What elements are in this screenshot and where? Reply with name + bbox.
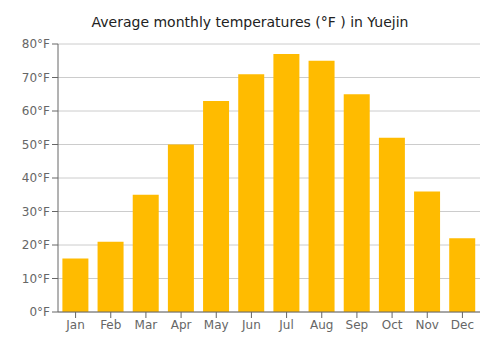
html-text:Average monthly temperatures (: Average monthly temperatures (°F ) in Yu… [91,14,409,30]
svg-text:0°F: 0°F [29,305,50,319]
svg-text:70°F: 70°F [22,71,50,85]
svg-text:10°F: 10°F [22,272,50,286]
svg-text:Jul: Jul [278,318,293,332]
svg-text:Oct: Oct [382,318,403,332]
svg-text:20°F: 20°F [22,238,50,252]
svg-text:Feb: Feb [100,318,121,332]
svg-text:Nov: Nov [416,318,439,332]
svg-text:80°F: 80°F [22,37,50,51]
svg-text:Jun: Jun [241,318,261,332]
svg-text:Dec: Dec [451,318,474,332]
svg-text:Jan: Jan [65,318,85,332]
svg-text:50°F: 50°F [22,138,50,152]
svg-text:Apr: Apr [171,318,192,332]
svg-text:Mar: Mar [135,318,158,332]
svg-text:30°F: 30°F [22,205,50,219]
svg-text:Sep: Sep [346,318,369,332]
svg-text:60°F: 60°F [22,104,50,118]
svg-text:May: May [204,318,229,332]
svg-text:Aug: Aug [310,318,333,332]
svg-text:40°F: 40°F [22,171,50,185]
